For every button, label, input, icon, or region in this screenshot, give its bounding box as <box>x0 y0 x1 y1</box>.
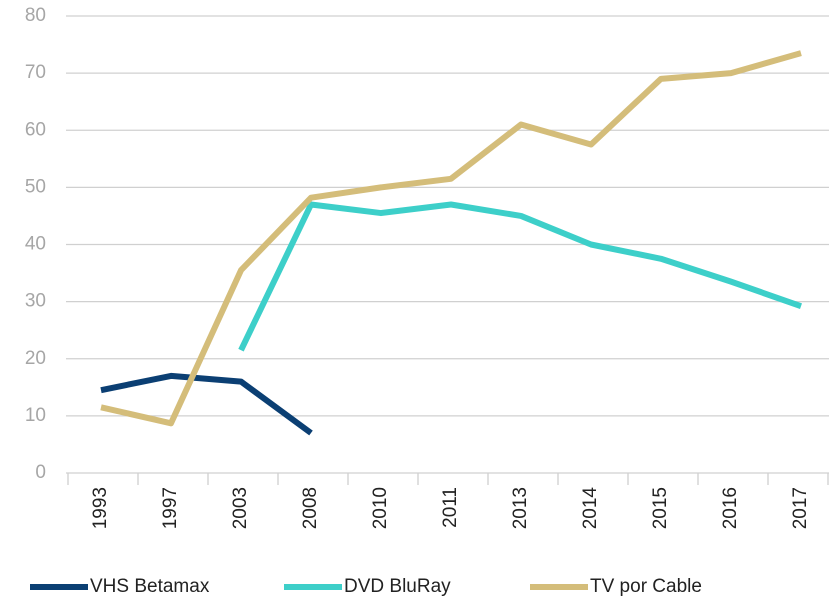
x-tick-label: 2003 <box>230 487 251 529</box>
x-tick-label: 1997 <box>160 487 181 529</box>
y-tick-label: 20 <box>25 348 46 369</box>
y-tick-label: 40 <box>25 234 46 255</box>
x-tick-label: 2017 <box>790 487 811 529</box>
x-tick-label: 2013 <box>510 487 531 529</box>
x-tick-label: 2011 <box>440 487 461 528</box>
x-tick-label: 2015 <box>650 487 671 529</box>
x-tick-label: 2016 <box>720 487 741 529</box>
y-tick-label: 10 <box>25 405 46 426</box>
y-tick-label: 0 <box>35 462 46 483</box>
series-line <box>100 372 313 436</box>
y-tick-label: 80 <box>25 5 46 26</box>
y-tick-label: 30 <box>25 291 46 312</box>
y-tick-label: 70 <box>25 62 46 83</box>
y-tick-label: 60 <box>25 119 46 140</box>
x-tick-label: 2014 <box>580 487 601 530</box>
x-tick-label: 1993 <box>90 487 111 529</box>
y-tick-label: 50 <box>25 176 46 197</box>
series-line <box>238 201 802 352</box>
x-tick-label: 2008 <box>300 487 321 529</box>
x-tick-label: 2010 <box>370 487 391 529</box>
legend-label: DVD BluRay <box>344 576 451 597</box>
legend-label: VHS Betamax <box>90 576 210 597</box>
series-line <box>100 50 802 427</box>
legend-label: TV por Cable <box>590 576 702 597</box>
